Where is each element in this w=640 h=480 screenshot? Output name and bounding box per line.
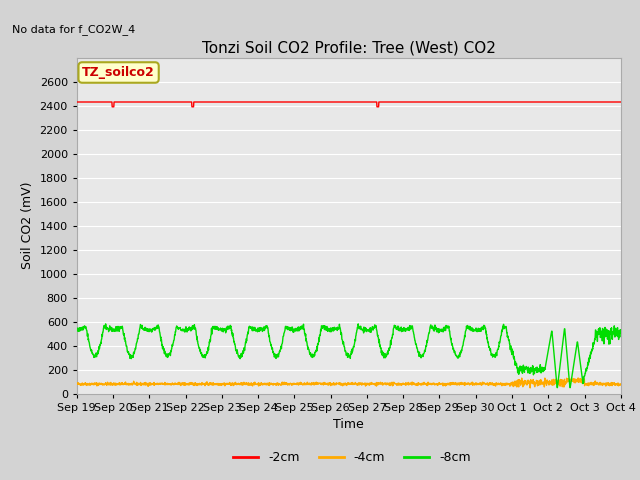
Text: No data for f_CO2W_4: No data for f_CO2W_4: [12, 24, 135, 35]
Text: TZ_soilco2: TZ_soilco2: [82, 66, 155, 79]
Legend: -2cm, -4cm, -8cm: -2cm, -4cm, -8cm: [228, 446, 476, 469]
X-axis label: Time: Time: [333, 418, 364, 431]
Y-axis label: Soil CO2 (mV): Soil CO2 (mV): [21, 182, 34, 269]
Title: Tonzi Soil CO2 Profile: Tree (West) CO2: Tonzi Soil CO2 Profile: Tree (West) CO2: [202, 40, 496, 55]
